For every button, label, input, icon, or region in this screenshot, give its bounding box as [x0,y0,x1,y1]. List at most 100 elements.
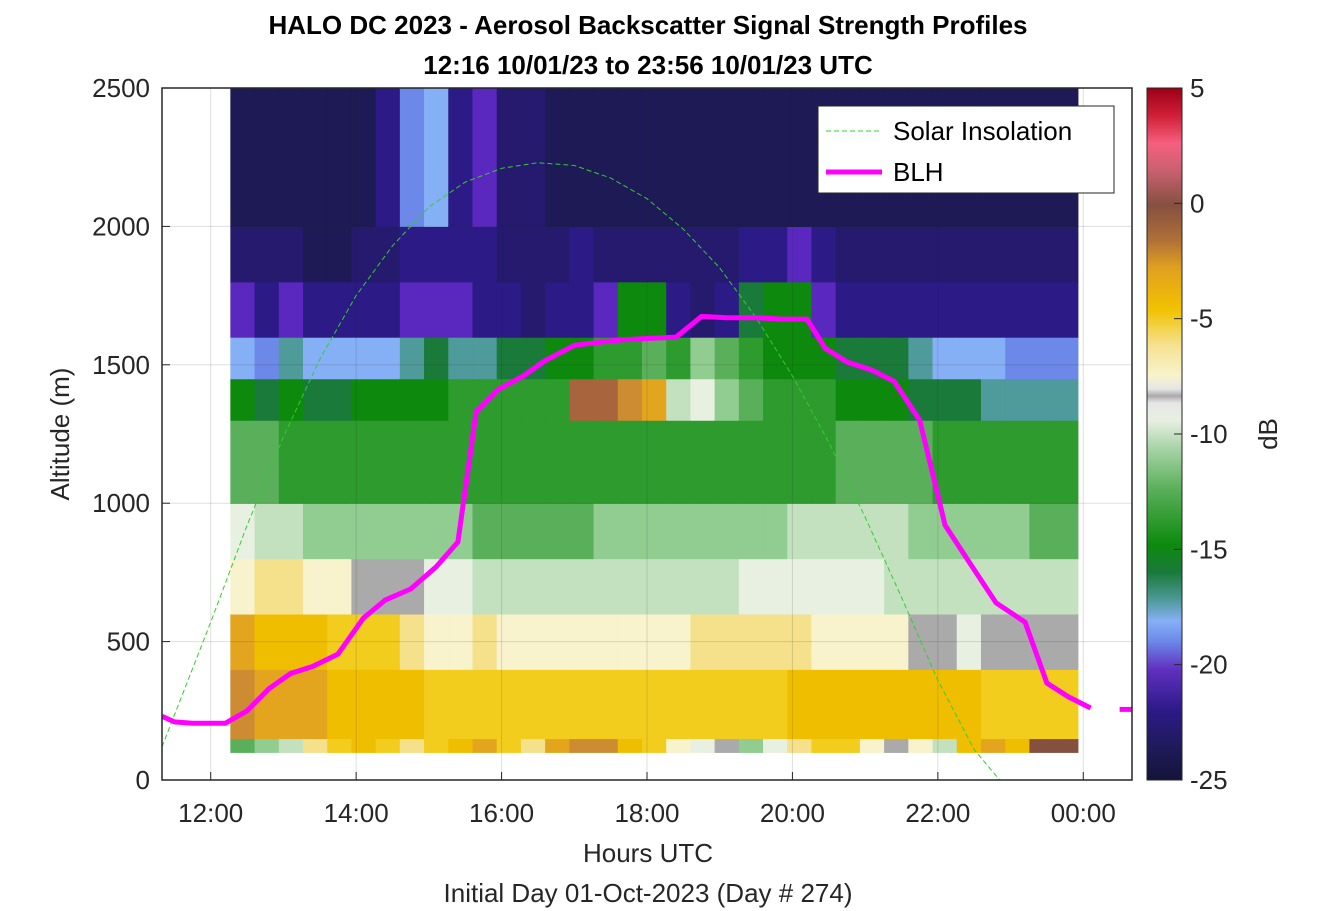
heatmap-cell [327,738,353,753]
heatmap-cell [593,281,619,338]
heatmap-cell [375,420,401,504]
heatmap-cell [908,337,934,380]
heatmap-cell [932,669,958,740]
heatmap-cell [666,337,692,380]
heatmap-cell [278,226,304,283]
heatmap-cell [787,669,813,740]
heatmap-cell [980,281,1006,338]
heatmap-cell [787,88,813,227]
heatmap-cell [835,738,861,753]
heatmap-cell [956,420,982,504]
heatmap-cell [690,613,716,670]
heatmap-cell [690,378,716,421]
heatmap-cell [375,88,401,227]
heatmap-cell [690,669,716,740]
heatmap-cell [1005,378,1030,421]
heatmap-cell [496,738,522,753]
heatmap-cell [327,226,353,283]
heatmap-cell [884,281,909,338]
heatmap-cell [859,281,885,338]
heatmap-cell [763,420,788,504]
heatmap-cell [787,503,813,560]
heatmap-cell [472,337,498,380]
heatmap-cell [448,669,474,740]
y-tick-label: 2000 [92,211,150,241]
colorbar-tick-label: -25 [1190,765,1228,795]
heatmap-cell [278,337,304,380]
heatmap-cell [932,337,958,380]
heatmap-cell [327,503,353,560]
heatmap-cell [302,226,328,283]
heatmap-cell [424,669,449,740]
heatmap-cell [641,88,667,227]
heatmap-cell [302,281,328,338]
heatmap-cell [787,420,813,504]
heatmap-cell [641,613,667,670]
heatmap-cell [399,613,425,670]
x-tick-label: 22:00 [905,798,970,828]
heatmap-cell [302,738,328,753]
heatmap-cell [278,613,304,670]
heatmap-cell [617,558,643,615]
heatmap-cell [666,738,692,753]
heatmap-cell [593,613,619,670]
heatmap-cell [254,738,280,753]
heatmap-cell [763,669,788,740]
heatmap-cell [908,281,934,338]
heatmap-cell [399,669,425,740]
heatmap-cell [424,226,449,283]
heatmap-cell [230,558,256,615]
heatmap-cell [424,281,449,338]
heatmap-cell [617,669,643,740]
heatmap-cell [351,558,377,615]
heatmap-cell [641,669,667,740]
heatmap-cell [641,378,667,421]
solar-insolation-line [162,162,1132,780]
heatmap-cell [1053,337,1079,380]
heatmap-cell [714,337,740,380]
heatmap-cell [351,669,377,740]
heatmap-cell [641,558,667,615]
heatmap-cell [714,281,740,338]
heatmap-cell [641,226,667,283]
y-tick-label: 1500 [92,350,150,380]
heatmap-cell [1029,503,1055,560]
heatmap-cell [1053,281,1079,338]
heatmap-cell [1029,378,1055,421]
heatmap-cell [763,558,788,615]
heatmap-cell [1029,669,1055,740]
heatmap-cell [545,613,570,670]
heatmap-cell [1053,738,1079,753]
heatmap-cell [908,669,934,740]
heatmap-cell [641,281,667,338]
heatmap-cell [424,738,449,753]
y-axis: 0 500 1000 1500 2000 2500 [92,73,170,795]
heatmap-cell [908,226,934,283]
heatmap-cell [569,738,595,753]
heatmap-cell [278,558,304,615]
heatmap-cell [617,613,643,670]
heatmap-cell [1029,281,1055,338]
heatmap-cell [569,88,595,227]
legend-label-solar: Solar Insolation [893,116,1072,146]
heatmap-cell [1029,226,1055,283]
heatmap-cell [835,669,861,740]
heatmap-cell [520,226,546,283]
heatmap-cell [835,378,861,421]
heatmap-cell [1053,669,1079,740]
heatmap-cell [932,738,958,753]
colorbar-tick-label: -15 [1190,534,1228,564]
heatmap-cell [641,337,667,380]
heatmap-cell [375,503,401,560]
heatmap-cell [520,669,546,740]
heatmap-cell [351,281,377,338]
heatmap-cell [666,558,692,615]
heatmap-cell [787,226,813,283]
heatmap-cell [593,738,619,753]
heatmap-cell [641,503,667,560]
heatmap-cell [520,558,546,615]
colorbar-label: dB [1253,418,1283,450]
y-tick-label: 500 [107,627,150,657]
heatmap-cell [738,738,764,753]
heatmap-cell [569,420,595,504]
